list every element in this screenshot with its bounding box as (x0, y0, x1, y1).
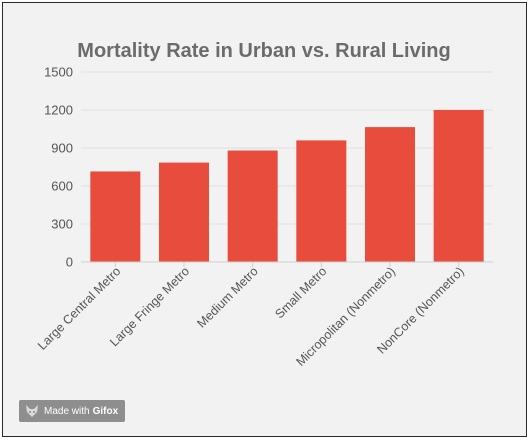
gridlines (81, 71, 493, 263)
bar (90, 171, 141, 262)
bars (90, 110, 484, 262)
y-tick-label: 1500 (44, 65, 73, 80)
gifox-watermark: Made with Gifox (19, 400, 125, 422)
brand-label: Gifox (92, 405, 119, 417)
x-category-label: Medium Metro (194, 264, 260, 330)
bar (296, 140, 347, 262)
x-category-label: Small Metro (272, 264, 329, 321)
bar (227, 150, 278, 262)
fox-icon (26, 405, 38, 417)
bar (365, 127, 415, 262)
y-tick-label: 0 (66, 255, 73, 270)
chart-title: Mortality Rate in Urban vs. Rural Living (77, 40, 450, 62)
bar (159, 162, 209, 262)
y-axis: 0 300 600 900 1200 1500 (44, 65, 73, 270)
y-tick-label: 900 (51, 141, 73, 156)
y-tick-label: 300 (51, 217, 73, 232)
bar (433, 110, 484, 262)
made-with-label: Made with (44, 405, 90, 417)
y-tick-label: 600 (51, 179, 73, 194)
y-tick-label: 1200 (44, 103, 73, 118)
